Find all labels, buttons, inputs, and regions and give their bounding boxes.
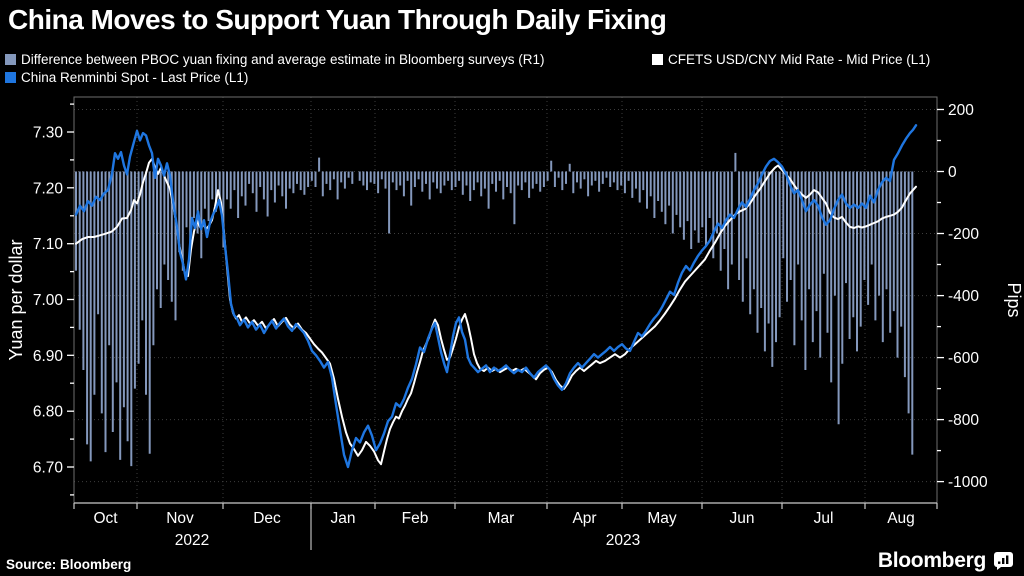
legend-item-cfets-mid-rate: CFETS USD/CNY Mid Rate - Mid Price (L1) — [652, 52, 930, 67]
svg-text:7.00: 7.00 — [33, 292, 64, 309]
legend-label-renminbi-spot: China Renminbi Spot - Last Price (L1) — [21, 70, 249, 85]
legend-swatch-white-line — [652, 54, 663, 65]
svg-text:Mar: Mar — [488, 510, 515, 527]
bloomberg-wordmark: Bloomberg — [877, 549, 986, 572]
svg-text:6.80: 6.80 — [33, 404, 64, 421]
line-series-renminbi-spot — [74, 124, 918, 469]
svg-text:0: 0 — [948, 164, 957, 181]
svg-text:7.20: 7.20 — [33, 180, 64, 197]
bar-series-fixing-difference — [75, 152, 914, 467]
left-axis-title: Yuan per dollar — [6, 239, 26, 360]
svg-text:Aug: Aug — [887, 510, 915, 527]
svg-text:Dec: Dec — [253, 510, 281, 527]
legend-item-renminbi-spot: China Renminbi Spot - Last Price (L1) — [5, 70, 248, 85]
chart-title: China Moves to Support Yuan Through Dail… — [8, 4, 667, 35]
svg-text:Jul: Jul — [814, 510, 834, 527]
legend-swatch-bar-series — [5, 54, 16, 65]
svg-text:-1000: -1000 — [948, 474, 988, 491]
svg-text:2022: 2022 — [175, 532, 209, 549]
legend-item-fixing-difference: Difference between PBOC yuan fixing and … — [5, 52, 545, 67]
svg-text:Jan: Jan — [331, 510, 356, 527]
svg-text:2023: 2023 — [606, 532, 640, 549]
bloomberg-logo-icon — [994, 552, 1013, 570]
svg-text:Nov: Nov — [166, 510, 194, 527]
svg-text:-200: -200 — [948, 226, 979, 243]
svg-text:-600: -600 — [948, 350, 979, 367]
source-attribution: Source: Bloomberg — [6, 557, 132, 572]
vertical-gridlines — [136, 97, 866, 503]
svg-text:Jun: Jun — [730, 510, 755, 527]
bloomberg-brand: Bloomberg — [878, 549, 1014, 573]
legend-swatch-blue-line — [5, 72, 16, 83]
x-axis: Oct Nov Dec Jan Feb Mar Apr May Jun Jul Aug 2022 202… — [73, 503, 938, 550]
svg-text:Oct: Oct — [93, 510, 118, 527]
svg-text:-800: -800 — [948, 412, 979, 429]
right-axis-title: Pips — [1004, 282, 1024, 317]
svg-text:200: 200 — [948, 102, 974, 119]
svg-text:Feb: Feb — [402, 510, 429, 527]
horizontal-gridlines — [74, 109, 937, 483]
left-axis: 6.70 6.80 6.90 7.00 7.10 7.20 7.30 Yuan per dol… — [6, 103, 74, 496]
svg-text:6.90: 6.90 — [33, 348, 64, 365]
svg-text:May: May — [647, 510, 677, 527]
svg-text:-400: -400 — [948, 288, 979, 305]
svg-text:7.10: 7.10 — [33, 236, 64, 253]
svg-text:7.30: 7.30 — [33, 125, 64, 142]
svg-text:6.70: 6.70 — [33, 460, 64, 477]
legend-label-cfets-mid-rate: CFETS USD/CNY Mid Rate - Mid Price (L1) — [668, 52, 931, 67]
legend-label-fixing-difference: Difference between PBOC yuan fixing and … — [21, 52, 545, 67]
plot-border — [73, 96, 938, 504]
svg-text:Apr: Apr — [572, 510, 596, 527]
right-axis: -1000 -800 -600 -400 -200 0 200 Pips — [937, 102, 1024, 491]
